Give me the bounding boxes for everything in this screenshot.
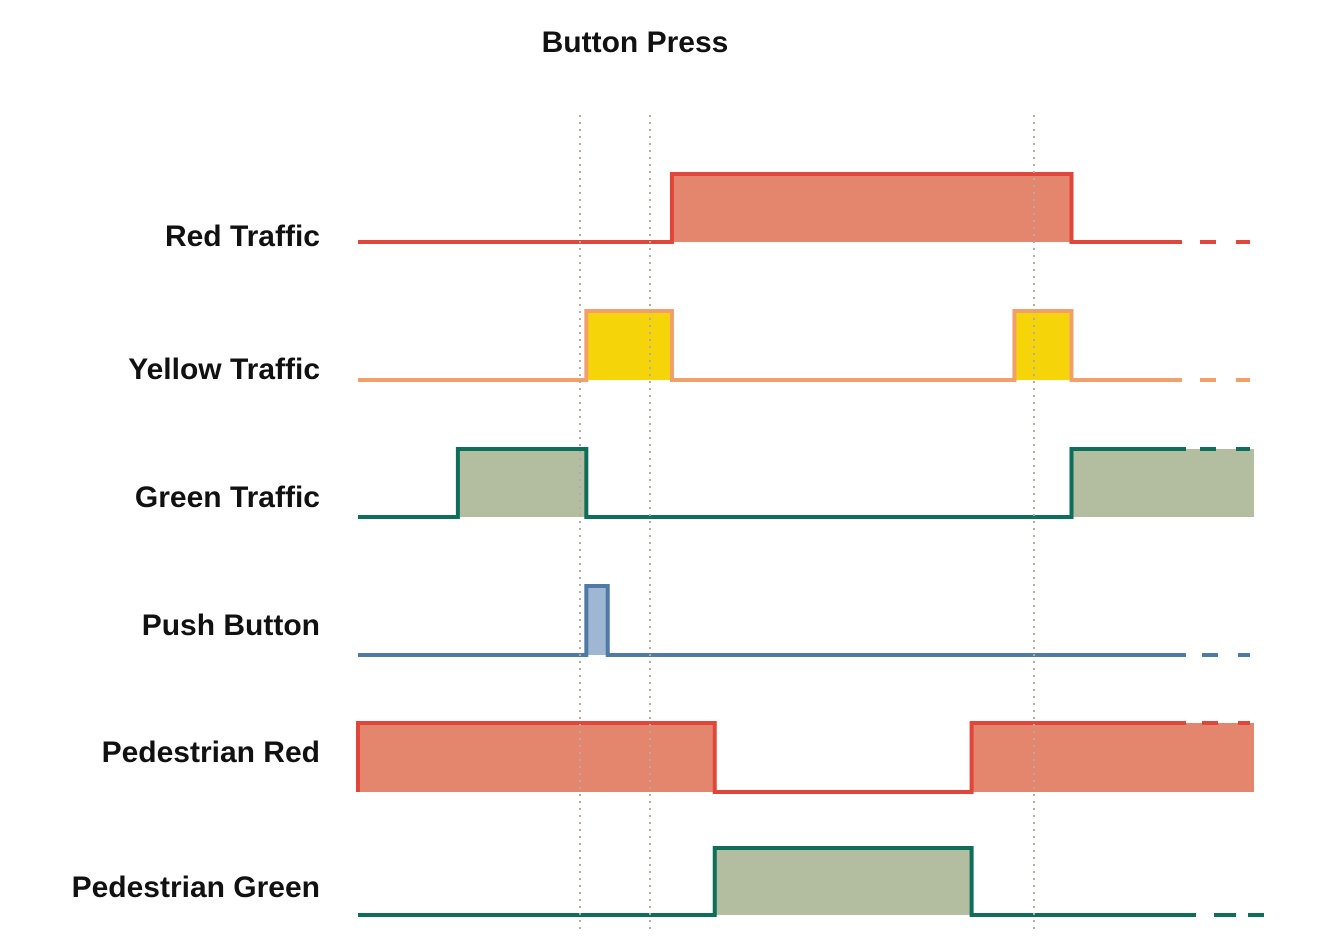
- pedestrian-red-high-fill: [358, 723, 715, 792]
- label-pedestrian-green: Pedestrian Green: [71, 871, 320, 904]
- push-button-waveform: [358, 584, 1186, 657]
- diagram-title: Button Press: [541, 26, 729, 59]
- pedestrian-green-high-fill: [714, 848, 972, 915]
- yellow-traffic-high-fill: [586, 311, 672, 380]
- yellow-traffic-high-fill: [1014, 311, 1072, 380]
- pedestrian-red-high-fill: [971, 723, 1254, 792]
- label-red-traffic: Red Traffic: [164, 220, 320, 253]
- green-traffic-high-fill: [457, 449, 587, 517]
- green-traffic-waveform: [358, 447, 1186, 519]
- label-yellow-traffic: Yellow Traffic: [128, 353, 320, 386]
- pedestrian-green-waveform: [358, 846, 1196, 917]
- push-button-high-fill: [586, 586, 608, 655]
- pedestrian-red-waveform: [356, 721, 1186, 794]
- label-green-traffic: Green Traffic: [134, 481, 320, 514]
- red-traffic-waveform: [358, 172, 1182, 244]
- red-traffic-high-fill: [671, 174, 1072, 242]
- label-push-button: Push Button: [141, 609, 320, 642]
- label-pedestrian-red: Pedestrian Red: [101, 736, 320, 769]
- yellow-traffic-waveform: [358, 309, 1182, 382]
- green-traffic-high-fill: [1071, 449, 1254, 517]
